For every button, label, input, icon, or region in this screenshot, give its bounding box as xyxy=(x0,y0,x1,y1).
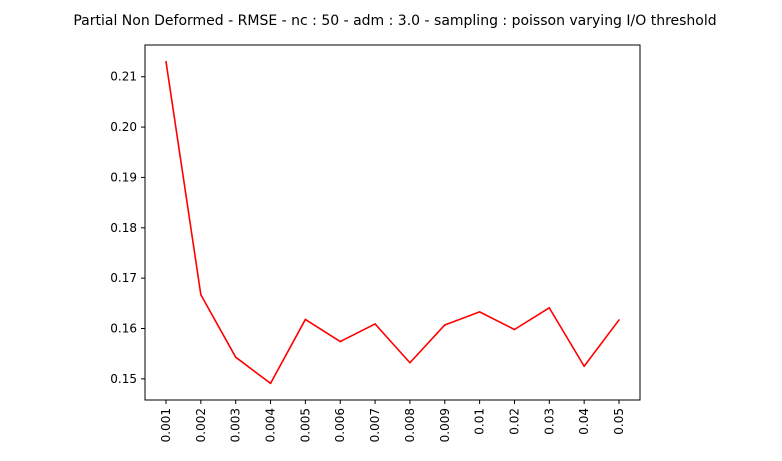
x-axis: 0.001 0.002 0.003 0.004 0.005 0.006 0.007 0.008… xyxy=(159,400,626,442)
x-tick-label: 0.04 xyxy=(577,408,591,435)
x-tick-label: 0.003 xyxy=(229,408,243,442)
plot-area xyxy=(144,44,641,401)
y-axis: 0.15 0.16 0.17 0.18 0.19 0.20 0.21 xyxy=(110,70,145,386)
chart-title: Partial Non Deformed - RMSE - nc : 50 - … xyxy=(73,13,716,29)
data-point xyxy=(583,365,585,368)
data-point xyxy=(234,356,237,358)
y-tick-label: 0.17 xyxy=(110,271,137,285)
x-tick-label: 0.05 xyxy=(612,408,626,435)
data-point xyxy=(513,328,516,331)
x-tick-label: 0.001 xyxy=(159,408,173,442)
data-point xyxy=(443,324,446,326)
data-point xyxy=(339,340,342,343)
x-tick-label: 0.007 xyxy=(368,408,382,442)
y-tick-label: 0.16 xyxy=(110,321,137,335)
x-tick-label: 0.006 xyxy=(333,408,347,442)
y-tick-label: 0.18 xyxy=(110,221,137,235)
data-point xyxy=(200,293,202,296)
series-line xyxy=(165,61,620,385)
data-point xyxy=(304,318,307,321)
series-layer xyxy=(165,60,620,385)
data-point xyxy=(165,60,167,63)
data-point xyxy=(374,323,376,325)
y-tick-label: 0.20 xyxy=(110,120,137,134)
y-tick-label: 0.15 xyxy=(110,372,137,386)
data-point xyxy=(269,382,272,385)
x-tick-label: 0.004 xyxy=(264,408,278,442)
x-tick-label: 0.002 xyxy=(194,408,208,442)
data-point xyxy=(478,311,481,313)
x-tick-label: 0.008 xyxy=(403,408,417,442)
x-tick-label: 0.01 xyxy=(473,408,487,435)
x-tick-label: 0.02 xyxy=(507,408,521,435)
data-point xyxy=(548,307,551,309)
data-point xyxy=(618,319,620,321)
y-tick-label: 0.21 xyxy=(110,70,137,84)
x-tick-label: 0.009 xyxy=(438,408,452,442)
x-tick-label: 0.005 xyxy=(298,408,312,442)
data-point xyxy=(409,361,411,364)
y-tick-label: 0.19 xyxy=(110,170,137,184)
x-tick-label: 0.03 xyxy=(542,408,556,435)
